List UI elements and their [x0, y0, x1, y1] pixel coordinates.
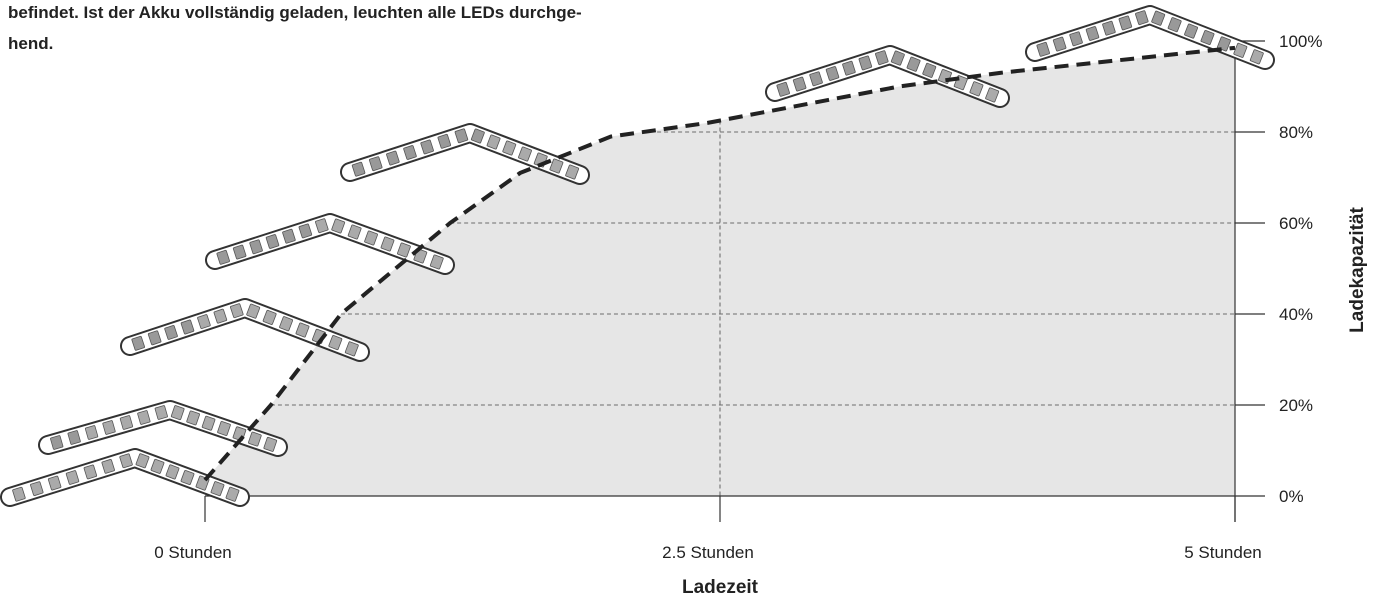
intro-line: befindet. Ist der Akku vollständig gelad…: [8, 3, 582, 22]
chart: befindet. Ist der Akku vollständig gelad…: [0, 0, 1381, 603]
y-tick-label: 60%: [1279, 214, 1313, 233]
x-tick-label: 5 Stunden: [1184, 543, 1262, 562]
x-tick-label: 0 Stunden: [154, 543, 232, 562]
led-indicator: [48, 405, 278, 451]
led-indicator: [130, 303, 360, 356]
intro-line: hend.: [8, 34, 53, 53]
x-axis-title: Ladezeit: [682, 577, 759, 598]
y-tick-label: 20%: [1279, 396, 1313, 415]
y-tick-label: 0%: [1279, 487, 1304, 506]
y-tick-label: 40%: [1279, 305, 1313, 324]
led-indicator: [215, 218, 445, 269]
y-tick-label: 100%: [1279, 32, 1322, 51]
x-tick-label: 2.5 Stunden: [662, 543, 754, 562]
y-axis-title: Ladekapazität: [1347, 207, 1368, 333]
led-indicator: [350, 129, 580, 180]
y-tick-label: 80%: [1279, 123, 1313, 142]
